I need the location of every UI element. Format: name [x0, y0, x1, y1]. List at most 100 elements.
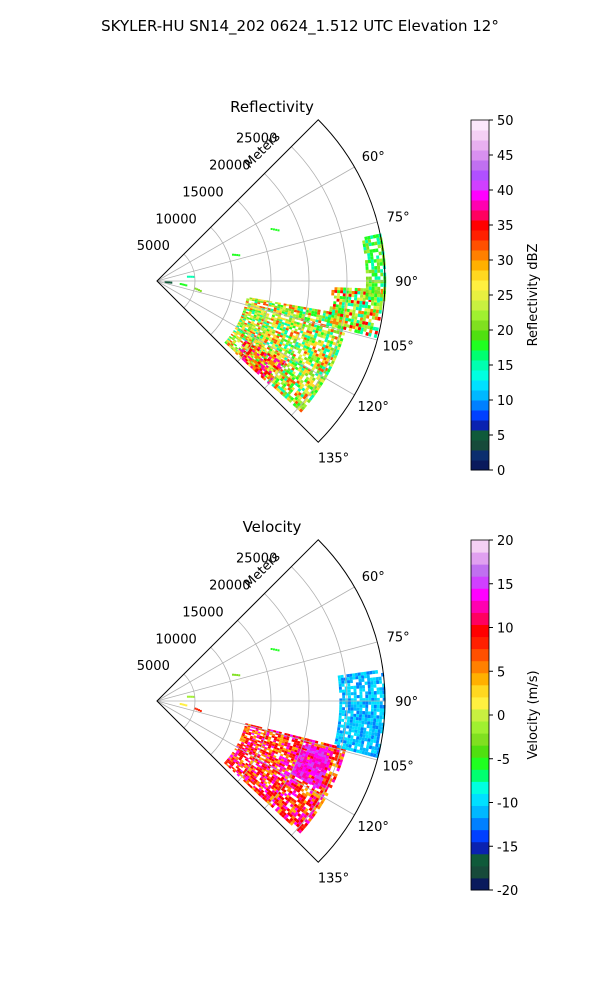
echo-cell	[318, 758, 322, 763]
echo-cell	[311, 387, 316, 392]
echo-cell	[322, 335, 327, 339]
echo-cell	[262, 772, 267, 776]
echo-cell	[298, 736, 302, 740]
echo-cell	[249, 324, 253, 328]
echo-cell	[310, 394, 315, 399]
echo-cell	[295, 805, 300, 810]
echo-cell	[376, 297, 380, 301]
echo-cell	[353, 319, 357, 323]
echo-cell	[287, 390, 292, 395]
echo-cell	[266, 772, 270, 776]
echo-cell	[375, 248, 379, 253]
echo-cell	[270, 745, 275, 749]
echo-cell	[327, 317, 331, 321]
echo-cell	[284, 757, 288, 762]
echo-cell	[354, 316, 358, 320]
echo-cell	[248, 776, 253, 781]
echo-cell	[320, 800, 325, 805]
echo-cell	[271, 758, 275, 762]
echo-cell	[270, 326, 274, 330]
echo-cell	[373, 296, 377, 301]
echo-cell	[303, 356, 308, 361]
echo-cell	[246, 352, 250, 356]
colorbar-swatch	[471, 260, 489, 271]
echo-cell	[289, 341, 293, 345]
echo-cell	[304, 787, 309, 792]
echo-cell	[299, 375, 304, 380]
echo-cell	[304, 324, 309, 328]
echo-cell	[251, 731, 255, 734]
echo-speckle	[238, 674, 241, 677]
echo-cell	[375, 233, 380, 238]
echo-cell	[299, 794, 304, 799]
echo-cell	[314, 332, 318, 337]
echo-cell	[355, 306, 359, 311]
echo-cell	[244, 741, 248, 745]
echo-cell	[309, 758, 313, 762]
echo-cell	[271, 780, 275, 785]
echo-cell	[341, 753, 345, 758]
echo-cell	[243, 728, 247, 731]
echo-cell	[255, 316, 260, 320]
echo-cell	[276, 306, 281, 309]
echo-cell	[300, 306, 304, 310]
echo-cell	[361, 304, 366, 308]
echo-cell	[267, 770, 272, 775]
colorbar-swatch	[471, 745, 489, 758]
echo-cell	[325, 342, 330, 347]
echo-cell	[363, 250, 368, 254]
echo-cell	[293, 742, 297, 746]
echo-cell	[306, 370, 310, 375]
colorbar-label: Reflectivity dBZ	[526, 244, 541, 347]
echo-cell	[346, 725, 350, 729]
echo-cell	[297, 368, 302, 372]
echo-cell	[254, 730, 259, 733]
colorbar-swatch	[471, 170, 489, 181]
echo-cell	[377, 286, 381, 291]
echo-cell	[240, 317, 244, 320]
echo-cell	[368, 691, 372, 695]
echo-cell	[251, 349, 256, 353]
echo-cell	[271, 789, 276, 794]
echo-cell	[259, 782, 263, 787]
echo-cell	[331, 756, 335, 761]
echo-cell	[362, 747, 366, 752]
echo-cell	[276, 333, 281, 337]
echo-cell	[245, 776, 249, 780]
echo-cell	[320, 379, 325, 384]
echo-cell	[273, 334, 277, 338]
azimuth-spoke	[156, 586, 355, 702]
echo-cell	[347, 716, 351, 720]
echo-cell	[320, 741, 324, 746]
echo-cell	[247, 322, 251, 325]
echo-cell	[268, 742, 273, 746]
echo-cell	[280, 806, 285, 811]
echo-speckle	[190, 695, 193, 698]
echo-cell	[311, 750, 316, 755]
colorbar-swatch	[471, 708, 489, 722]
echo-cell	[296, 394, 301, 399]
echo-cell	[241, 747, 245, 750]
echo-cell	[266, 777, 270, 781]
echo-cell	[289, 760, 294, 764]
echo-cell	[294, 807, 299, 812]
echo-cell	[254, 758, 259, 762]
echo-cell	[364, 259, 369, 264]
echo-cell	[329, 761, 333, 766]
colorbar-swatch	[471, 330, 489, 341]
echo-cell	[226, 763, 230, 767]
echo-cell	[336, 744, 340, 749]
echo-cell	[314, 760, 319, 764]
echo-cell	[356, 685, 360, 689]
theta-tick-label: 75°	[387, 210, 410, 225]
echo-cell	[360, 727, 364, 731]
echo-cell	[374, 286, 378, 291]
echo-cell	[364, 720, 368, 725]
echo-cell	[283, 815, 288, 820]
echo-cell	[259, 316, 263, 319]
echo-cell	[289, 333, 293, 338]
echo-cell	[367, 259, 372, 264]
echo-cell	[305, 332, 309, 336]
echo-cell	[376, 262, 380, 266]
echo-cell	[346, 719, 351, 723]
